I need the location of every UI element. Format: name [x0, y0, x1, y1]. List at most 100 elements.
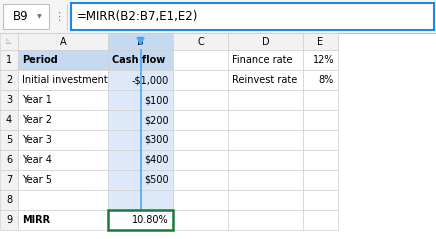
Text: 6: 6: [6, 155, 12, 165]
Bar: [0, 190, 18, 210]
Bar: [108, 210, 173, 230]
Bar: [303, 210, 338, 230]
Bar: [71, 3, 434, 30]
Bar: [228, 150, 303, 170]
Bar: [108, 210, 173, 230]
Bar: [0, 0, 436, 33]
Bar: [173, 33, 228, 50]
Text: Initial investment: Initial investment: [22, 75, 108, 85]
Bar: [303, 170, 338, 190]
Bar: [18, 33, 108, 50]
Text: Reinvest rate: Reinvest rate: [232, 75, 297, 85]
Bar: [303, 190, 338, 210]
Bar: [303, 110, 338, 130]
Bar: [228, 170, 303, 190]
Text: C: C: [197, 37, 204, 47]
Text: $300: $300: [144, 135, 169, 145]
Bar: [108, 50, 173, 70]
Text: 1: 1: [6, 55, 12, 65]
Text: 10.80%: 10.80%: [133, 215, 169, 225]
Bar: [173, 170, 228, 190]
Text: D: D: [262, 37, 269, 47]
Bar: [108, 33, 173, 50]
Text: Year 1: Year 1: [22, 95, 52, 105]
Bar: [18, 90, 108, 110]
Text: ▼: ▼: [37, 14, 41, 19]
Bar: [173, 70, 228, 90]
Bar: [0, 170, 18, 190]
Bar: [0, 33, 18, 50]
Bar: [303, 130, 338, 150]
Bar: [228, 50, 303, 70]
Bar: [303, 70, 338, 90]
Bar: [0, 150, 18, 170]
Text: 5: 5: [6, 135, 12, 145]
Bar: [108, 150, 173, 170]
Bar: [228, 130, 303, 150]
Bar: [228, 33, 303, 50]
Bar: [228, 110, 303, 130]
Text: A: A: [60, 37, 66, 47]
Text: 8: 8: [6, 195, 12, 205]
Text: 2: 2: [6, 75, 12, 85]
Text: -$1,000: -$1,000: [132, 75, 169, 85]
Text: $200: $200: [144, 115, 169, 125]
Bar: [173, 130, 228, 150]
Text: E: E: [317, 37, 324, 47]
Bar: [18, 150, 108, 170]
Bar: [228, 210, 303, 230]
Bar: [18, 170, 108, 190]
Text: ⋮: ⋮: [54, 11, 65, 22]
Text: 9: 9: [6, 215, 12, 225]
Text: 10.80%: 10.80%: [133, 215, 169, 225]
Bar: [303, 50, 338, 70]
Text: 7: 7: [6, 175, 12, 185]
Bar: [108, 110, 173, 130]
Bar: [0, 50, 18, 70]
Bar: [108, 170, 173, 190]
Text: MIRR: MIRR: [22, 215, 50, 225]
Bar: [228, 70, 303, 90]
Bar: [0, 90, 18, 110]
Bar: [303, 33, 338, 50]
Bar: [0, 210, 18, 230]
Text: 4: 4: [6, 115, 12, 125]
Text: 8%: 8%: [319, 75, 334, 85]
Bar: [18, 70, 108, 90]
Text: $500: $500: [144, 175, 169, 185]
Bar: [173, 190, 228, 210]
Text: Year 5: Year 5: [22, 175, 52, 185]
Bar: [173, 110, 228, 130]
Bar: [303, 90, 338, 110]
Bar: [228, 90, 303, 110]
Bar: [173, 210, 228, 230]
Text: ◺: ◺: [6, 38, 12, 44]
Text: =MIRR(B2:B7,E1,E2): =MIRR(B2:B7,E1,E2): [77, 10, 198, 23]
Text: Cash flow: Cash flow: [112, 55, 165, 65]
Bar: [18, 110, 108, 130]
Bar: [173, 50, 228, 70]
Text: Finance rate: Finance rate: [232, 55, 293, 65]
Bar: [173, 90, 228, 110]
Bar: [3, 4, 49, 29]
Text: 12%: 12%: [313, 55, 334, 65]
Text: 3: 3: [6, 95, 12, 105]
Bar: [18, 190, 108, 210]
Text: B9: B9: [13, 10, 29, 23]
Text: $100: $100: [144, 95, 169, 105]
Bar: [0, 70, 18, 90]
Text: Year 4: Year 4: [22, 155, 52, 165]
Bar: [108, 90, 173, 110]
Bar: [18, 130, 108, 150]
Bar: [0, 130, 18, 150]
Bar: [303, 150, 338, 170]
Bar: [108, 190, 173, 210]
Bar: [108, 130, 173, 150]
Bar: [173, 150, 228, 170]
Bar: [228, 190, 303, 210]
Bar: [0, 110, 18, 130]
Text: Year 2: Year 2: [22, 115, 52, 125]
Text: B: B: [137, 37, 144, 47]
Bar: [108, 70, 173, 90]
Bar: [18, 50, 108, 70]
